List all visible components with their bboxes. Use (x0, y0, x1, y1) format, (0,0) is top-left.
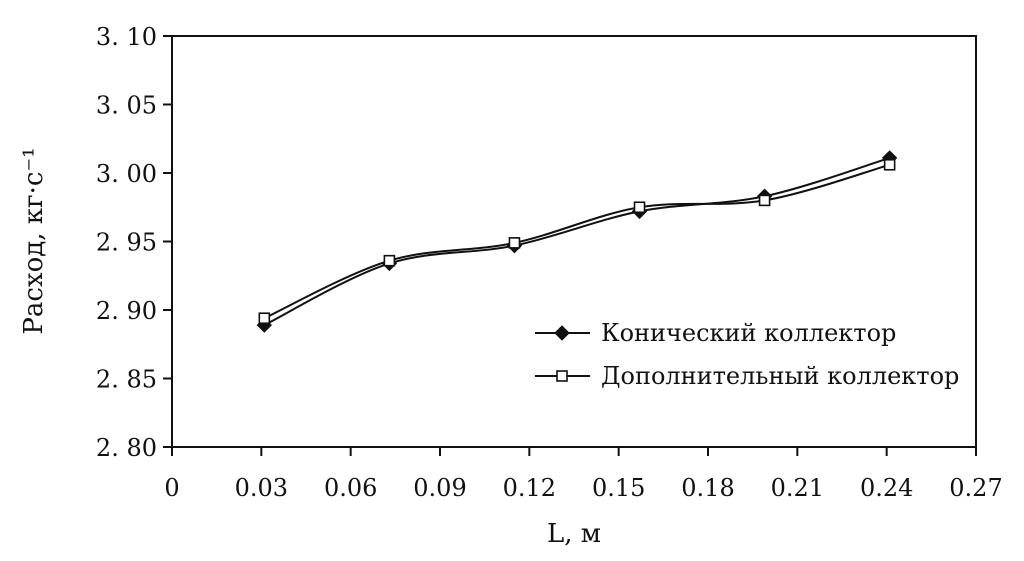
x-axis-ticks: 0 0.03 0.06 0.09 0.12 0.15 0.18 0.21 0.24 0.27 (164, 447, 1003, 502)
x-tick-label: 0.18 (681, 474, 734, 502)
y-tick-label: 2. 95 (96, 229, 157, 257)
y-tick-label: 3. 00 (96, 160, 157, 188)
data-point (508, 237, 521, 249)
x-tick-label: 0.15 (592, 474, 645, 502)
legend-label: Конический коллектор (601, 319, 896, 347)
data-point (633, 201, 646, 214)
series-2 (258, 158, 896, 325)
legend-label: Дополнительный коллектор (601, 362, 959, 390)
legend-marker (556, 370, 568, 382)
legend-item: Дополнительный коллектор (535, 362, 959, 390)
x-axis-title: L, м (547, 519, 601, 549)
series-1 (256, 150, 898, 333)
x-tick-label: 0.12 (503, 474, 556, 502)
data-point (258, 312, 271, 325)
legend-marker (554, 325, 570, 341)
series-line (263, 163, 890, 320)
y-axis-title: Расход, кг·с⁻¹ (19, 147, 49, 334)
legend: Конический коллектор Дополнительный колле… (535, 319, 959, 390)
y-tick-label: 2. 85 (96, 366, 157, 394)
y-tick-label: 3. 05 (96, 92, 157, 120)
series-line (263, 156, 890, 326)
x-tick-label: 0.03 (235, 474, 288, 502)
data-point (383, 254, 396, 267)
x-tick-label: 0.24 (860, 474, 913, 502)
x-tick-label: 0.27 (949, 474, 1002, 502)
y-tick-label: 2. 80 (96, 434, 157, 462)
y-tick-label: 3. 10 (96, 23, 157, 51)
y-tick-label: 2. 90 (96, 297, 157, 325)
x-tick-label: 0.09 (413, 474, 466, 502)
x-tick-label: 0.06 (324, 474, 377, 502)
legend-item: Конический коллектор (535, 319, 896, 347)
series-layer (256, 150, 898, 333)
y-axis-ticks: 2. 80 2. 85 2. 90 2. 95 3. 00 3. 05 3. 10 (96, 23, 172, 462)
data-point (758, 194, 771, 207)
data-point (883, 158, 896, 171)
x-tick-label: 0.21 (771, 474, 824, 502)
x-tick-label: 0 (164, 474, 179, 502)
